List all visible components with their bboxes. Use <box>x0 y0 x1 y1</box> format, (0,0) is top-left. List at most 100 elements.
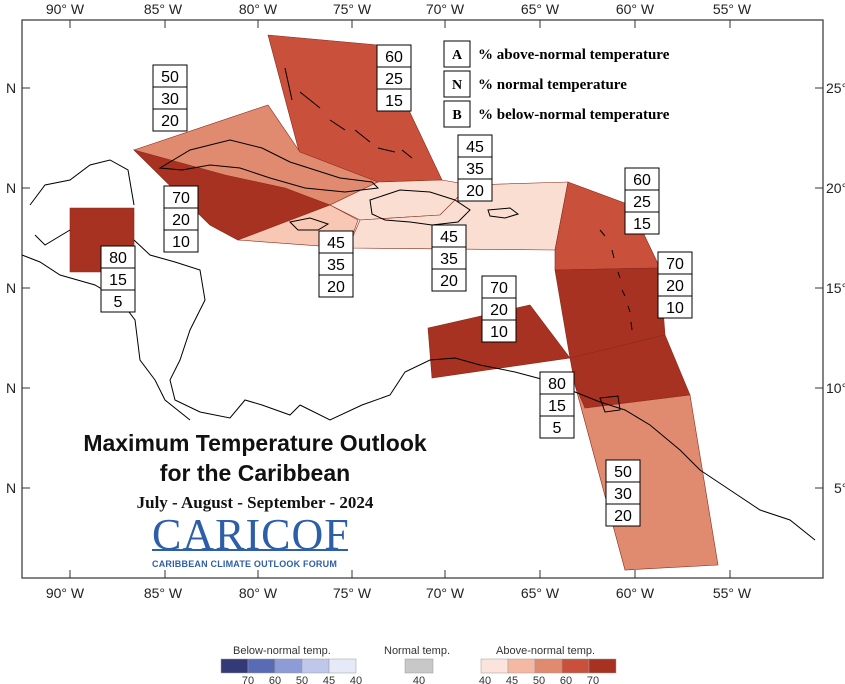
coastline-lesser-antilles <box>599 229 633 331</box>
colorbar-swatch <box>507 658 536 674</box>
prob-below: 20 <box>440 273 458 290</box>
key-text-above: % above-normal temperature <box>478 47 670 63</box>
prob-below: 20 <box>614 508 632 525</box>
prob-above: 80 <box>548 376 566 393</box>
tick-top-75w: 75° W <box>333 1 372 17</box>
prob-normal: 20 <box>172 212 190 229</box>
key-letter-below: B <box>452 108 461 123</box>
colorbar-swatch <box>301 658 330 674</box>
cb-below-tick: 60 <box>269 675 281 684</box>
caricof-logo: CARICOF CARIBBEAN CLIMATE OUTLOOK FORUM <box>152 513 352 573</box>
cb-below-tick: 45 <box>323 675 335 684</box>
tick-left-10n: N <box>6 380 16 396</box>
prob-box-bahamas: 60 25 15 <box>376 44 412 112</box>
colorbar-swatch <box>480 658 509 674</box>
prob-above: 45 <box>440 229 458 246</box>
cb-above-tick: 70 <box>587 675 599 684</box>
colorbar-swatch <box>561 658 590 674</box>
prob-below: 15 <box>633 216 651 233</box>
coastline-hispaniola <box>369 189 471 226</box>
cb-below-tick: 50 <box>296 675 308 684</box>
colorbar-swatch <box>534 658 563 674</box>
cb-normal-tick: 40 <box>413 675 425 684</box>
prob-box-leeward: 60 25 15 <box>624 167 660 235</box>
tick-bottom-85w: 85° W <box>144 585 183 601</box>
cb-above-tick: 50 <box>533 675 545 684</box>
prob-normal: 25 <box>385 71 403 88</box>
left-latitude-labels: N N N N N <box>6 80 16 496</box>
tick-left-5n: N <box>6 480 16 496</box>
forecast-period: July - August - September - 2024 <box>136 493 374 512</box>
colorbar-swatch <box>588 658 617 674</box>
prob-normal: 35 <box>440 251 458 268</box>
prob-above: 45 <box>327 235 345 252</box>
tick-bottom-75w: 75° W <box>333 585 372 601</box>
prob-above: 50 <box>614 464 632 481</box>
coastline-cuba <box>158 139 380 193</box>
top-longitude-labels: 90° W 85° W 80° W 75° W 70° W 65° W 60° … <box>46 1 752 17</box>
prob-box-abc: 70 20 10 <box>481 275 517 343</box>
coastline-puerto-rico <box>487 207 520 219</box>
prob-below: 20 <box>466 183 484 200</box>
coastline-jamaica <box>288 217 330 231</box>
tick-top-70w: 70° W <box>426 1 465 17</box>
cb-above-tick: 45 <box>506 675 518 684</box>
region-guianas <box>574 384 719 571</box>
prob-below: 20 <box>161 113 179 130</box>
tick-right-10: 10° <box>826 380 845 396</box>
colorbar-below-ticks: 70 60 50 45 40 <box>242 675 362 684</box>
key-text-normal: % normal temperature <box>478 77 627 93</box>
coastline-bahamas <box>284 67 413 159</box>
prob-normal: 30 <box>614 486 632 503</box>
prob-above: 70 <box>666 256 684 273</box>
colorbar-above-swatches <box>480 658 617 674</box>
prob-box-belize: 80 15 5 <box>100 245 136 313</box>
colorbar-normal-label: Normal temp. <box>384 645 450 657</box>
tick-left-20n: N <box>6 180 16 196</box>
axis-ticks <box>22 20 823 578</box>
prob-normal: 35 <box>327 257 345 274</box>
key-letter-normal: N <box>452 78 462 93</box>
cb-above-tick: 60 <box>560 675 572 684</box>
logo-underline <box>152 549 348 551</box>
prob-above: 50 <box>161 69 179 86</box>
tick-top-60w: 60° W <box>616 1 655 17</box>
prob-below: 20 <box>327 279 345 296</box>
prob-box-hispaniola-north: 45 35 20 <box>457 134 493 202</box>
bottom-longitude-labels: 90° W 85° W 80° W 75° W 70° W 65° W 60° … <box>46 585 752 601</box>
prob-below: 15 <box>385 93 403 110</box>
prob-below: 10 <box>172 234 190 251</box>
cb-above-tick: 40 <box>479 675 491 684</box>
colorbar-swatch <box>247 658 276 674</box>
tick-top-65w: 65° W <box>521 1 560 17</box>
prob-box-trinidad: 80 15 5 <box>539 371 575 439</box>
tick-right-5: 5° <box>834 480 845 496</box>
colorbar-swatch <box>274 658 303 674</box>
prob-normal: 20 <box>666 278 684 295</box>
coastline-central-america <box>29 159 301 419</box>
map-title-line2: for the Caribbean <box>159 460 351 486</box>
key-item-below: B % below-normal temperature <box>443 100 670 128</box>
tick-bottom-55w: 55° W <box>713 585 752 601</box>
logo-subtitle: CARIBBEAN CLIMATE OUTLOOK FORUM <box>152 559 338 569</box>
colorbar-swatch <box>328 658 357 674</box>
prob-box-cayman: 70 20 10 <box>163 185 199 253</box>
tick-right-15: 15° <box>826 280 845 296</box>
tick-bottom-90w: 90° W <box>46 585 85 601</box>
prob-below: 10 <box>490 324 508 341</box>
prob-below: 5 <box>553 420 562 437</box>
prob-above: 60 <box>633 172 651 189</box>
key-text-below: % below-normal temperature <box>478 107 670 123</box>
tick-bottom-70w: 70° W <box>426 585 465 601</box>
coastline-trinidad <box>599 395 621 413</box>
map-title: Maximum Temperature Outlook <box>83 430 427 456</box>
tick-right-20: 20° <box>826 180 845 196</box>
prob-box-hispaniola-pr: 45 35 20 <box>431 224 467 292</box>
prob-above: 60 <box>385 49 403 66</box>
prob-normal: 15 <box>109 272 127 289</box>
key-letter-above: A <box>452 48 463 63</box>
prob-box-guianas: 50 30 20 <box>605 459 641 527</box>
colorbar-below-label: Below-normal temp. <box>233 645 331 657</box>
prob-below: 5 <box>114 294 123 311</box>
